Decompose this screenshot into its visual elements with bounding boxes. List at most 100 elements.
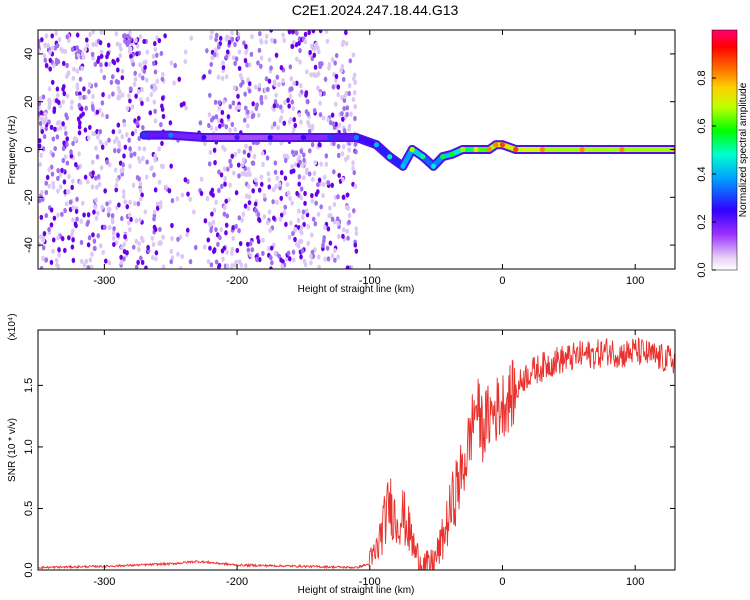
noise-dot — [310, 142, 315, 148]
noise-dot — [153, 46, 158, 53]
noise-dot — [183, 49, 188, 55]
noise-dot — [136, 89, 141, 95]
noise-dot — [288, 64, 293, 70]
noise-dot — [169, 60, 174, 66]
noise-dot — [55, 92, 60, 99]
noise-dot — [212, 248, 217, 254]
noise-dot — [46, 42, 50, 49]
noise-dot — [287, 234, 292, 240]
noise-dot — [70, 244, 75, 250]
noise-dot — [169, 248, 174, 254]
noise-dot — [310, 176, 315, 182]
colorbar-label: Normalized spectral amplitude — [738, 82, 749, 217]
noise-dot — [233, 60, 237, 67]
noise-dot — [56, 212, 60, 218]
noise-dot — [38, 95, 43, 102]
noise-dot — [63, 207, 67, 214]
noise-dot — [221, 64, 226, 71]
noise-dot — [105, 113, 109, 120]
noise-dot — [56, 168, 60, 174]
noise-dot — [142, 38, 146, 45]
noise-dot — [65, 93, 70, 99]
noise-dot — [229, 163, 233, 169]
noise-dot — [94, 82, 98, 88]
track-point — [473, 146, 479, 153]
noise-dot — [287, 103, 291, 109]
noise-dot — [228, 127, 232, 133]
noise-dot — [336, 143, 341, 150]
noise-dot — [99, 30, 104, 35]
noise-dot — [136, 201, 141, 207]
noise-dot — [94, 41, 99, 47]
noise-dot — [273, 169, 278, 175]
noise-dot — [155, 201, 160, 207]
noise-dot — [160, 95, 165, 101]
noise-dot — [94, 197, 98, 203]
noise-dot — [71, 75, 76, 81]
noise-dot — [125, 204, 130, 210]
noise-dot — [120, 215, 124, 222]
noise-dot — [247, 88, 252, 94]
noise-dot — [74, 136, 78, 143]
noise-dot — [75, 196, 79, 202]
noise-dot — [241, 157, 246, 163]
noise-dot — [349, 111, 353, 117]
noise-dot — [339, 67, 343, 73]
track-point — [400, 163, 406, 169]
noise-dot — [149, 91, 154, 98]
noise-dot — [307, 128, 312, 134]
noise-dot — [139, 255, 143, 261]
noise-dot — [130, 131, 135, 137]
noise-dot — [122, 153, 126, 159]
noise-dot — [291, 40, 296, 46]
noise-dot — [279, 65, 284, 71]
noise-dot — [330, 253, 335, 259]
noise-dot — [247, 171, 252, 177]
noise-dot — [209, 125, 214, 131]
track-point — [373, 142, 380, 148]
noise-dot — [75, 216, 79, 222]
noise-dot — [224, 222, 229, 228]
noise-dot — [131, 244, 136, 250]
noise-dot — [80, 200, 85, 206]
noise-dot — [307, 30, 312, 36]
noise-dot — [208, 245, 212, 251]
noise-dot — [65, 62, 69, 69]
noise-dot — [67, 37, 71, 44]
noise-dot — [170, 235, 174, 242]
noise-dot — [49, 124, 54, 130]
noise-dot — [111, 230, 116, 236]
noise-dot — [92, 245, 97, 252]
noise-dot — [127, 45, 132, 52]
noise-dot — [122, 241, 126, 247]
noise-dot — [227, 39, 232, 46]
noise-dot — [164, 184, 168, 190]
noise-dot — [230, 153, 235, 159]
noise-dot — [38, 105, 41, 111]
noise-dot — [255, 102, 259, 108]
noise-dot — [307, 122, 311, 129]
noise-dot — [310, 198, 315, 204]
noise-dot — [121, 189, 126, 195]
noise-dot — [84, 37, 89, 43]
noise-dot — [237, 228, 241, 234]
noise-dot — [286, 97, 290, 103]
noise-dot — [176, 251, 180, 257]
noise-dot — [80, 65, 84, 71]
noise-dot — [234, 105, 239, 111]
noise-dot — [188, 259, 193, 265]
noise-dot — [341, 144, 346, 150]
noise-dot — [120, 134, 125, 140]
colorbar-tick-label: 0.2 — [696, 214, 708, 229]
x-tick-label: -300 — [93, 576, 115, 588]
noise-dot — [57, 247, 61, 253]
noise-dot — [93, 175, 98, 181]
noise-dot — [244, 43, 248, 50]
noise-dot — [144, 174, 149, 180]
noise-dot — [117, 142, 122, 148]
noise-dot — [297, 112, 302, 118]
noise-dot — [58, 184, 63, 190]
noise-dot — [116, 122, 121, 128]
noise-dot — [107, 162, 112, 168]
noise-dot — [170, 222, 174, 229]
